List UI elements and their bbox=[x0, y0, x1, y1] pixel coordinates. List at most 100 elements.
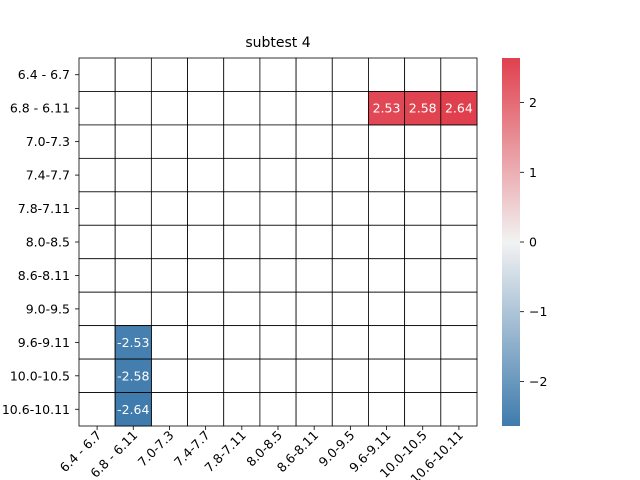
heatmap-cell bbox=[223, 258, 261, 293]
y-tick-label: 7.0-7.3 bbox=[26, 134, 70, 149]
heatmap-cell bbox=[259, 392, 297, 427]
heatmap-cell-filled bbox=[114, 392, 152, 427]
chart-title: subtest 4 bbox=[245, 35, 311, 51]
y-tick-label: 10.6-10.11 bbox=[2, 402, 70, 417]
y-tick-label: 6.4 - 6.7 bbox=[18, 67, 70, 82]
heatmap-cell bbox=[78, 258, 116, 293]
heatmap-cell bbox=[331, 157, 369, 193]
heatmap-cell bbox=[440, 124, 478, 159]
heatmap-cell bbox=[259, 124, 297, 159]
heatmap-cell bbox=[440, 258, 478, 293]
heatmap-cell bbox=[295, 258, 333, 293]
heatmap-cell bbox=[331, 392, 369, 427]
heatmap-cell bbox=[368, 57, 406, 92]
heatmap-cell bbox=[440, 325, 478, 360]
heatmap-cell bbox=[404, 191, 442, 226]
colorbar-tick-label: 0 bbox=[529, 235, 537, 250]
heatmap-cell bbox=[223, 124, 261, 159]
heatmap-cell bbox=[295, 224, 333, 260]
heatmap-cell bbox=[368, 392, 406, 427]
cell-value-label: -2.64 bbox=[117, 402, 149, 417]
heatmap-cell bbox=[78, 224, 116, 260]
heatmap-cell bbox=[331, 258, 369, 293]
heatmap-cell bbox=[440, 157, 478, 193]
heatmap-cell bbox=[150, 392, 188, 427]
heatmap-cell bbox=[78, 57, 116, 92]
colorbar-tick-label: −2 bbox=[529, 374, 547, 389]
heatmap-cell-filled bbox=[114, 358, 152, 393]
colorbar-tick-label: 1 bbox=[529, 165, 537, 180]
cell-value-label: -2.53 bbox=[117, 335, 149, 350]
heatmap-cell bbox=[404, 124, 442, 159]
heatmap-cell bbox=[440, 57, 478, 92]
heatmap-cell bbox=[440, 358, 478, 393]
heatmap-cell bbox=[150, 124, 188, 159]
heatmap-cell bbox=[187, 57, 225, 92]
heatmap-cell bbox=[150, 291, 188, 327]
heatmap-cell bbox=[368, 358, 406, 393]
heatmap-cell bbox=[368, 124, 406, 159]
heatmap-cell bbox=[440, 392, 478, 427]
heatmap-cell bbox=[223, 358, 261, 393]
heatmap-cell bbox=[187, 224, 225, 260]
heatmap-cell bbox=[259, 57, 297, 92]
heatmap-cell bbox=[223, 191, 261, 226]
heatmap-cell bbox=[295, 57, 333, 92]
y-tick-label: 10.0-10.5 bbox=[10, 368, 70, 383]
heatmap-cell bbox=[78, 91, 116, 126]
y-tick-label: 6.8 - 6.11 bbox=[10, 101, 70, 116]
heatmap-cell bbox=[295, 91, 333, 126]
heatmap-cell bbox=[78, 191, 116, 226]
heatmap-cell bbox=[404, 358, 442, 393]
heatmap-cell bbox=[295, 124, 333, 159]
heatmap-cell bbox=[187, 392, 225, 427]
heatmap-cell bbox=[78, 124, 116, 159]
heatmap-cell bbox=[187, 258, 225, 293]
heatmap-cell bbox=[368, 157, 406, 193]
cell-value-label: -2.58 bbox=[117, 368, 149, 383]
heatmap-cell bbox=[404, 57, 442, 92]
heatmap-cell-filled bbox=[368, 91, 406, 126]
heatmap-cell bbox=[440, 191, 478, 226]
heatmap-cell bbox=[114, 291, 152, 327]
heatmap-cell bbox=[187, 124, 225, 159]
cell-value-label: 2.64 bbox=[445, 101, 473, 116]
heatmap-cell bbox=[150, 258, 188, 293]
heatmap-cell bbox=[150, 57, 188, 92]
heatmap-cell bbox=[295, 157, 333, 193]
x-tick-label: 7.0-7.3 bbox=[135, 428, 177, 470]
heatmap-cell bbox=[331, 291, 369, 327]
colorbar: −2 −1 0 1 2 bbox=[502, 58, 547, 426]
heatmap-cell bbox=[223, 157, 261, 193]
heatmap-cell bbox=[404, 392, 442, 427]
heatmap-cell bbox=[223, 325, 261, 360]
heatmap-cell bbox=[404, 224, 442, 260]
heatmap-cell bbox=[259, 224, 297, 260]
heatmap-cell bbox=[187, 91, 225, 126]
heatmap-cell bbox=[259, 191, 297, 226]
heatmap-cell bbox=[404, 325, 442, 360]
heatmap-cell bbox=[223, 291, 261, 327]
heatmap-cell bbox=[78, 358, 116, 393]
heatmap-cell bbox=[223, 91, 261, 126]
y-tick-label: 8.0-8.5 bbox=[26, 235, 70, 250]
heatmap-cell bbox=[331, 325, 369, 360]
heatmap-cell bbox=[440, 224, 478, 260]
heatmap-cell-filled bbox=[440, 91, 478, 126]
heatmap-cell bbox=[150, 191, 188, 226]
heatmap-cell bbox=[78, 291, 116, 327]
heatmap-cell bbox=[114, 224, 152, 260]
heatmap-cell bbox=[404, 258, 442, 293]
colorbar-tick-label: −1 bbox=[529, 304, 547, 319]
heatmap-cell bbox=[368, 224, 406, 260]
heatmap-cell bbox=[187, 191, 225, 226]
cell-value-label: 2.53 bbox=[373, 101, 401, 116]
heatmap-cell bbox=[440, 291, 478, 327]
heatmap-cell bbox=[368, 191, 406, 226]
y-tick-label: 7.4-7.7 bbox=[26, 168, 70, 183]
heatmap-cell bbox=[259, 91, 297, 126]
heatmap-cell bbox=[295, 392, 333, 427]
heatmap-cell bbox=[331, 191, 369, 226]
heatmap-cell bbox=[404, 291, 442, 327]
heatmap-cell bbox=[295, 358, 333, 393]
